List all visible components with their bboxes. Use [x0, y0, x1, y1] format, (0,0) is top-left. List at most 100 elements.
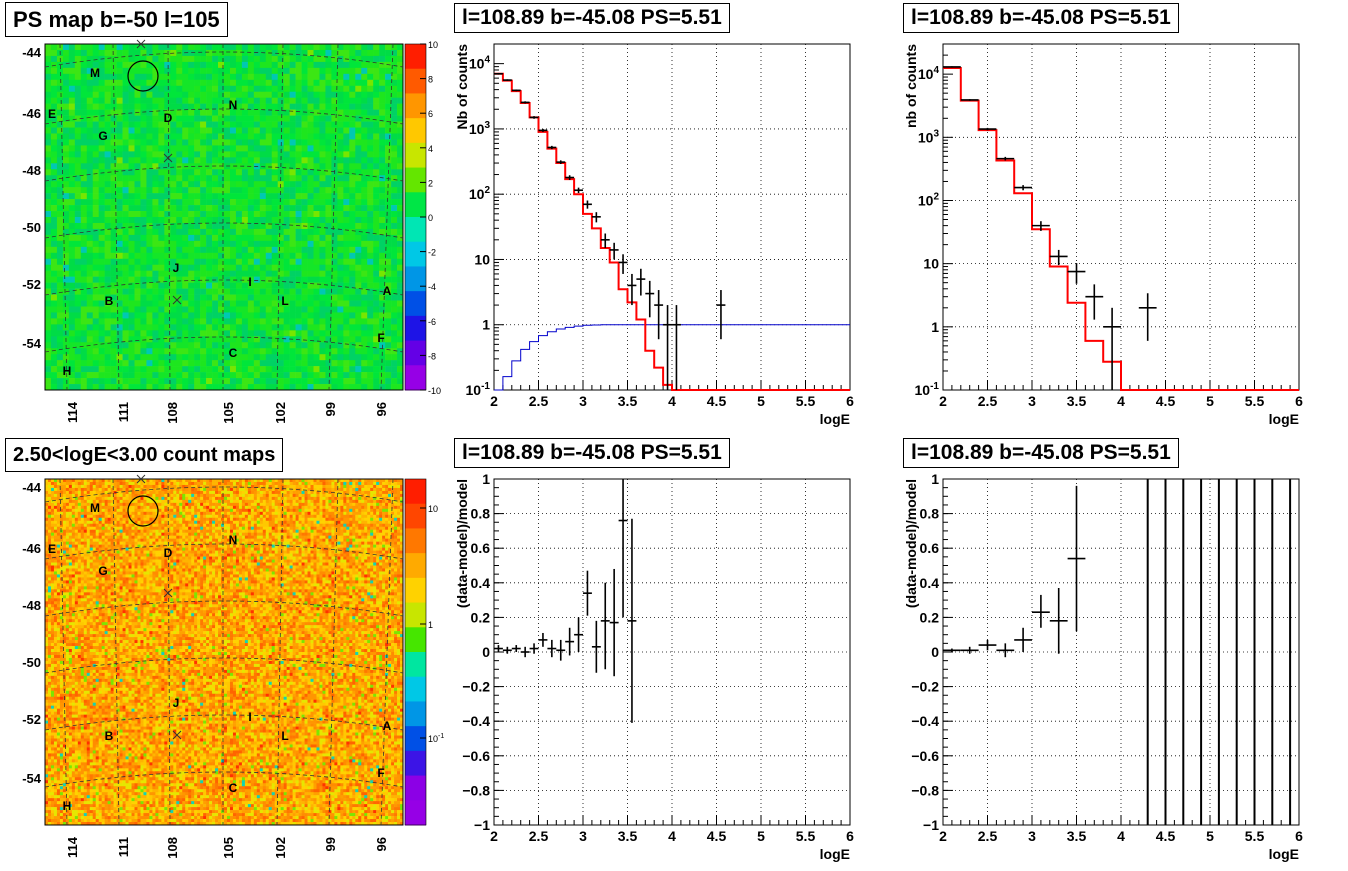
map-pixel [212, 157, 219, 164]
map-pixel [224, 67, 231, 75]
map-pixel [86, 157, 94, 164]
map-pixel [161, 511, 165, 516]
map-pixel [247, 79, 255, 87]
map-pixel [191, 499, 195, 504]
map-pixel [152, 133, 159, 140]
map-pixel [146, 479, 150, 483]
map-pixel [397, 372, 404, 379]
map-pixel [301, 97, 308, 104]
map-pixel [367, 502, 371, 507]
map-pixel [250, 484, 255, 489]
map-pixel [68, 175, 76, 182]
map-pixel [194, 484, 198, 489]
map-pixel [140, 360, 147, 367]
map-pixel [104, 222, 111, 230]
map-pixel [152, 222, 159, 230]
map-pixel [98, 73, 105, 81]
map-pixel [325, 91, 332, 98]
map-pixel [304, 496, 308, 501]
map-pixel [379, 151, 386, 158]
map-pixel [379, 354, 386, 361]
map-pixel [176, 55, 183, 63]
map-pixel [98, 276, 105, 283]
map-pixel [298, 484, 302, 489]
map-pixel [343, 246, 350, 254]
map-pixel [361, 222, 368, 230]
map-pixel [319, 324, 326, 331]
map-pixel [313, 234, 320, 242]
map-pixel [116, 79, 123, 87]
map-pixel [68, 163, 76, 170]
map-pixel [370, 505, 374, 510]
map-pixel [247, 252, 255, 260]
map-pixel [391, 61, 398, 69]
map-pixel [146, 330, 153, 337]
map-pixel [86, 49, 94, 57]
map-pixel [86, 181, 94, 188]
map-pixel [301, 151, 308, 158]
map-pixel [131, 502, 135, 507]
map-pixel [385, 115, 392, 122]
map-pixel [170, 199, 177, 206]
map-pixel [397, 508, 401, 513]
map-pixel [215, 499, 219, 504]
map-pixel [86, 44, 94, 51]
map-pixel [122, 499, 126, 504]
map-pixel [134, 348, 141, 355]
map-pixel [337, 258, 344, 266]
map-pixel [262, 479, 267, 483]
map-pixel [259, 300, 267, 307]
map-pixel [343, 85, 350, 93]
map-pixel [265, 85, 273, 93]
map-pixel [158, 496, 162, 501]
map-pixel [325, 240, 332, 248]
map-pixel [128, 300, 135, 307]
map-pixel [45, 479, 49, 483]
map-pixel [289, 205, 296, 212]
map-pixel [50, 205, 58, 212]
map-pixel [80, 384, 88, 391]
map-pixel [373, 270, 380, 277]
map-pixel [122, 366, 129, 373]
map-pixel [382, 508, 386, 513]
map-pixel [277, 252, 284, 260]
map-pixel [292, 479, 296, 483]
map-pixel [134, 79, 141, 87]
map-pixel [265, 211, 273, 218]
map-pixel [265, 109, 273, 116]
map-pixel [158, 205, 165, 212]
map-pixel [218, 384, 225, 391]
map-pixel [301, 378, 308, 385]
map-pixel [74, 270, 82, 277]
map-pixel [271, 157, 278, 164]
map-pixel [200, 493, 204, 498]
map-pixel [152, 479, 156, 483]
map-pixel [224, 306, 231, 313]
map-pixel [218, 217, 225, 224]
map-pixel [92, 502, 97, 507]
map-pixel [164, 157, 171, 164]
map-pixel [164, 91, 171, 98]
map-pixel [319, 505, 323, 510]
map-pixel [92, 44, 99, 51]
map-pixel [397, 288, 404, 295]
map-pixel [295, 211, 302, 218]
map-pixel [212, 234, 219, 242]
map-pixel [164, 79, 171, 87]
map-pixel [224, 324, 231, 331]
map-pixel [215, 496, 219, 501]
map-pixel [361, 487, 365, 492]
map-pixel [176, 312, 183, 319]
map-pixel [289, 330, 296, 337]
map-pixel [319, 55, 326, 63]
map-pixel [241, 318, 249, 325]
map-pixel [74, 264, 82, 271]
map-pixel [241, 44, 249, 51]
map-pixel [92, 133, 99, 140]
map-pixel [226, 508, 231, 513]
map-pixel [250, 493, 255, 498]
map-pixel [289, 484, 293, 489]
map-pixel [86, 336, 94, 343]
map-pixel [110, 366, 117, 373]
map-pixel [367, 228, 374, 236]
